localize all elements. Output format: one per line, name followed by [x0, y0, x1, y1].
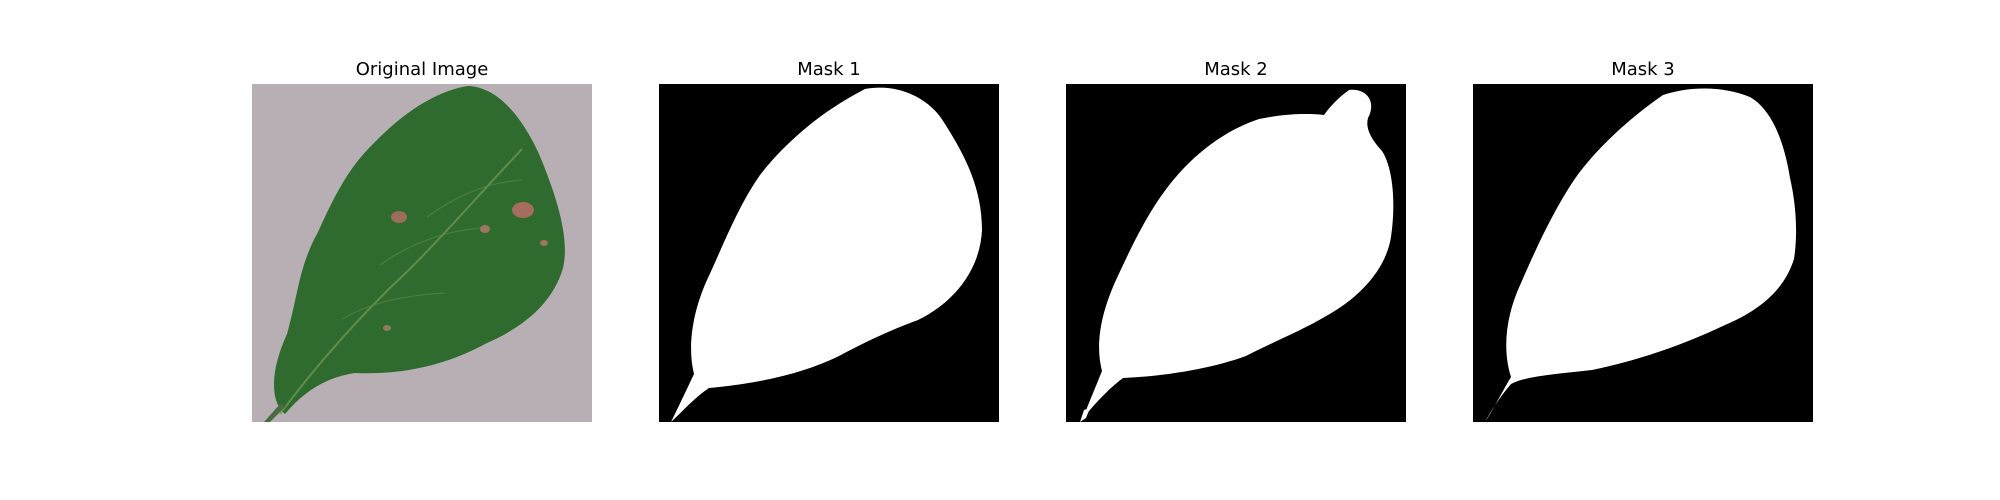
leaf-vein — [426, 179, 523, 218]
leaf-spot — [383, 325, 391, 331]
panel-title: Mask 3 — [1611, 59, 1675, 80]
leaf-vein — [379, 227, 482, 266]
leaf-vein — [341, 292, 446, 320]
panel-title: Mask 1 — [797, 59, 861, 80]
leaf-spot — [391, 211, 407, 223]
leaf-photo — [252, 84, 592, 422]
panel-mask-1: Mask 1 — [659, 57, 999, 422]
panel-original-image: Original Image — [252, 57, 592, 422]
mask-noise — [1080, 408, 1090, 422]
panel-mask-2: Mask 2 — [1066, 57, 1406, 422]
mask-3-graphic — [1473, 84, 1813, 422]
leaf-stem — [264, 404, 286, 422]
mask-2-image — [1066, 84, 1406, 422]
panel-title: Mask 2 — [1204, 59, 1268, 80]
original-image — [252, 84, 592, 422]
leaf-spot — [512, 202, 534, 218]
mask-shape — [1083, 89, 1394, 418]
leaf-spot — [480, 225, 490, 233]
mask-shape — [671, 87, 982, 422]
panel-mask-3: Mask 3 — [1473, 57, 1813, 422]
mask-1-image — [659, 84, 999, 422]
mask-shape — [1485, 88, 1797, 422]
panel-title: Original Image — [355, 59, 489, 80]
mask-2-graphic — [1066, 84, 1406, 422]
leaf-spot — [540, 240, 548, 246]
mask-3-image — [1473, 84, 1813, 422]
mask-1-graphic — [659, 84, 999, 422]
leaf-midrib — [279, 148, 523, 415]
